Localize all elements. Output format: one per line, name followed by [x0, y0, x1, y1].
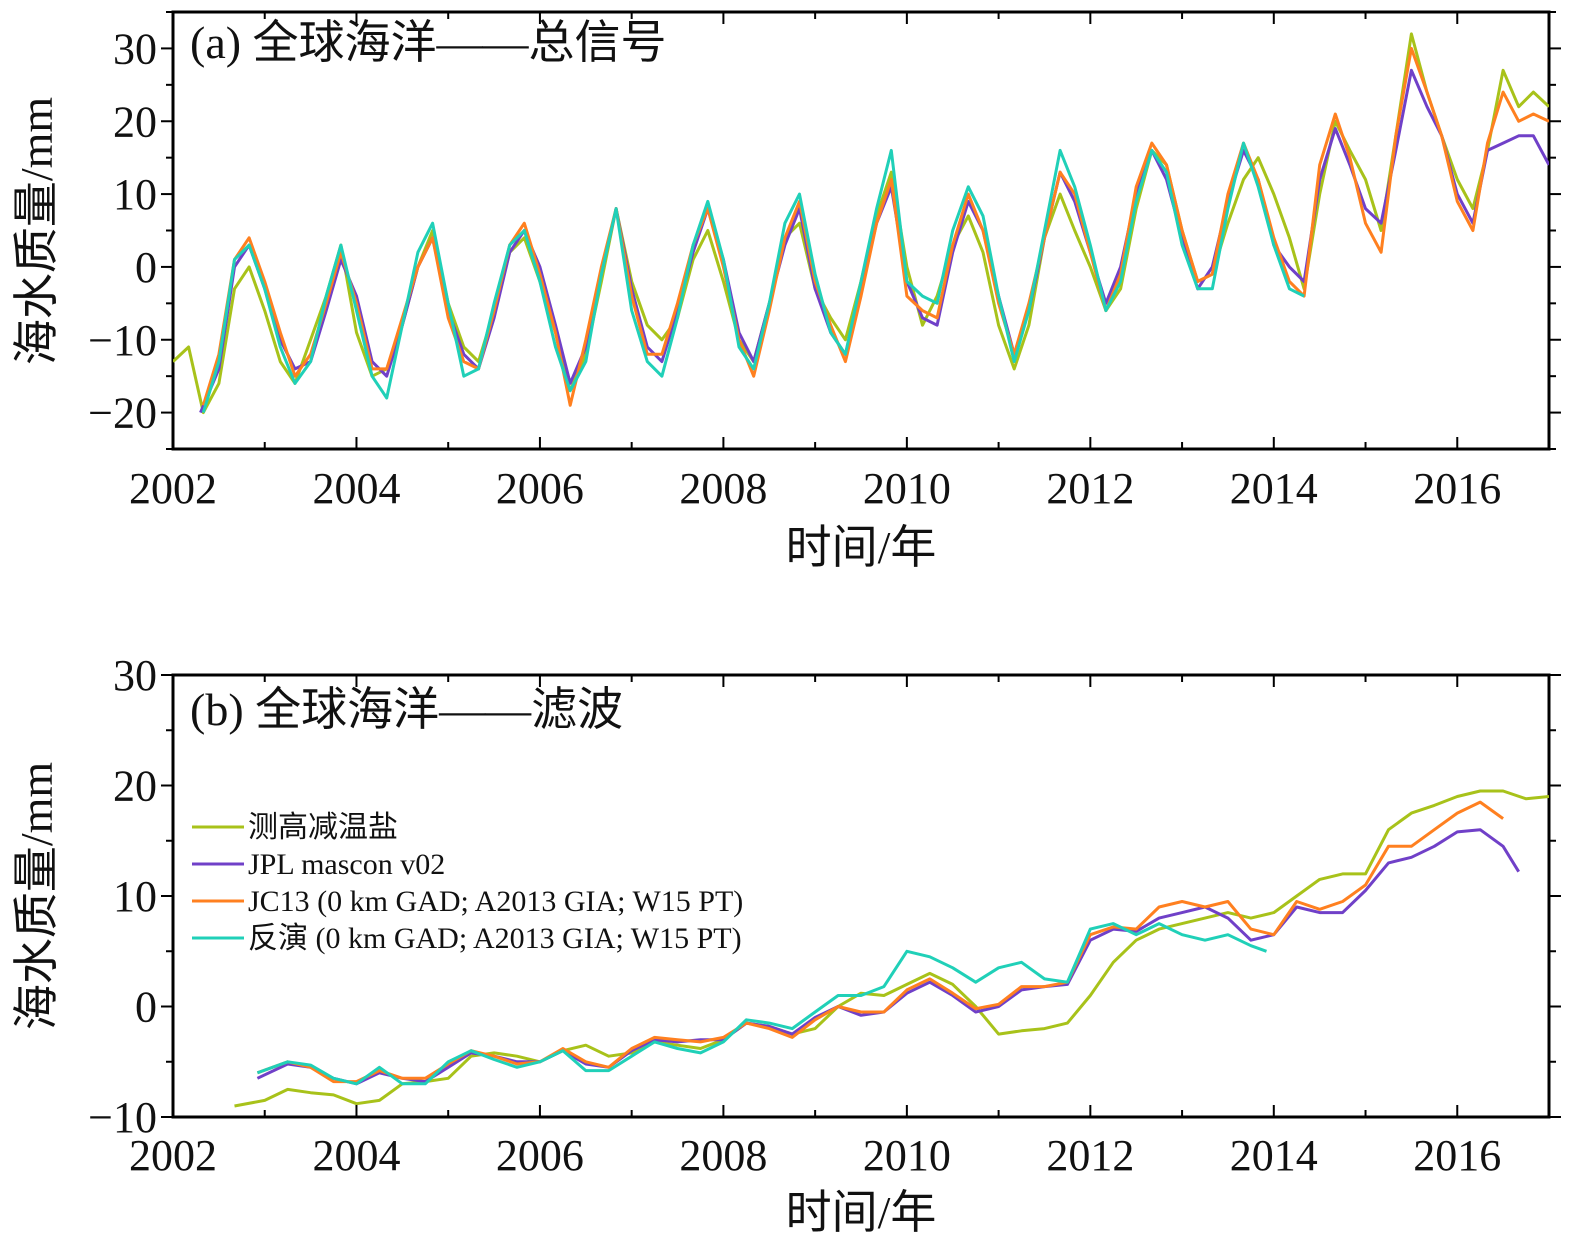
y-tick-label: 0 [135, 983, 157, 1032]
x-tick-label: 2002 [129, 1131, 217, 1180]
y-tick-label: −20 [88, 389, 157, 438]
legend-entry: JC13 (0 km GAD; A2013 GIA; W15 PT) [192, 885, 743, 918]
y-axis-label-b: 海水质量/mm [11, 762, 62, 1031]
legend-label: 反演 (0 km GAD; A2013 GIA; W15 PT) [248, 922, 742, 955]
legend-entry: 测高减温盐 [192, 811, 398, 844]
y-tick-label: 0 [135, 243, 157, 292]
legend-entry: JPL mascon v02 [192, 848, 445, 881]
y-tick-label: 10 [113, 170, 157, 219]
ticks-b: 2002 2004 2006 2008 2010 2012 2014 2016 −10 0 10 20… [88, 651, 1561, 1180]
panel-a: 2002 2004 2006 2008 2010 2012 2014 2016 −20 −10 0 1… [11, 10, 1561, 573]
series-line-4 [256, 922, 1268, 1086]
x-tick-label: 2004 [312, 464, 400, 513]
x-tick-label: 2014 [1230, 1131, 1318, 1180]
series-line-1 [234, 789, 1549, 1108]
x-tick-label: 2016 [1413, 464, 1501, 513]
x-tick-label: 2004 [312, 1131, 400, 1180]
ticks-a: 2002 2004 2006 2008 2010 2012 2014 2016 −20 −10 0 1… [88, 11, 1561, 513]
y-tick-label: −10 [88, 1093, 157, 1142]
y-tick-label: 10 [113, 872, 157, 921]
x-tick-label: 2010 [863, 1131, 951, 1180]
plot-frame-a [171, 10, 1551, 451]
x-tick-label: 2012 [1046, 1131, 1134, 1180]
legend-label: JPL mascon v02 [248, 848, 445, 881]
series-line-4 [201, 141, 1305, 414]
y-axis-label-a: 海水质量/mm [11, 97, 62, 366]
x-tick-label: 2006 [496, 464, 584, 513]
series-line-3 [201, 46, 1549, 407]
x-tick-label: 2010 [863, 464, 951, 513]
x-tick-label: 2014 [1230, 464, 1318, 513]
y-tick-label: 20 [113, 97, 157, 146]
panel-b: 2002 2004 2006 2008 2010 2012 2014 2016 −10 0 10 20… [11, 651, 1561, 1238]
legend-label: 测高减温盐 [248, 811, 398, 844]
x-tick-label: 2006 [496, 1131, 584, 1180]
y-tick-label: 20 [113, 762, 157, 811]
plot-frame-b [171, 673, 1551, 1119]
y-tick-label: 30 [113, 651, 157, 700]
series-layer-b [234, 789, 1549, 1108]
x-axis-label-a: 时间/年 [786, 522, 937, 573]
x-tick-label: 2008 [679, 464, 767, 513]
legend-entry: 反演 (0 km GAD; A2013 GIA; W15 PT) [192, 922, 742, 955]
y-tick-label: −10 [88, 316, 157, 365]
legend-label: JC13 (0 km GAD; A2013 GIA; W15 PT) [248, 885, 743, 918]
x-tick-label: 2016 [1413, 1131, 1501, 1180]
series-layer-a [173, 32, 1549, 415]
y-tick-label: 30 [113, 24, 157, 73]
legend: 测高减温盐 JPL mascon v02 JC13 (0 km GAD; A20… [192, 811, 743, 955]
x-tick-label: 2002 [129, 464, 217, 513]
x-tick-label: 2008 [679, 1131, 767, 1180]
x-tick-label: 2012 [1046, 464, 1134, 513]
x-axis-label-b: 时间/年 [786, 1187, 937, 1238]
panel-title-b: (b) 全球海洋——滤波 [190, 684, 623, 735]
panel-title-a: (a) 全球海洋——总信号 [190, 17, 667, 68]
